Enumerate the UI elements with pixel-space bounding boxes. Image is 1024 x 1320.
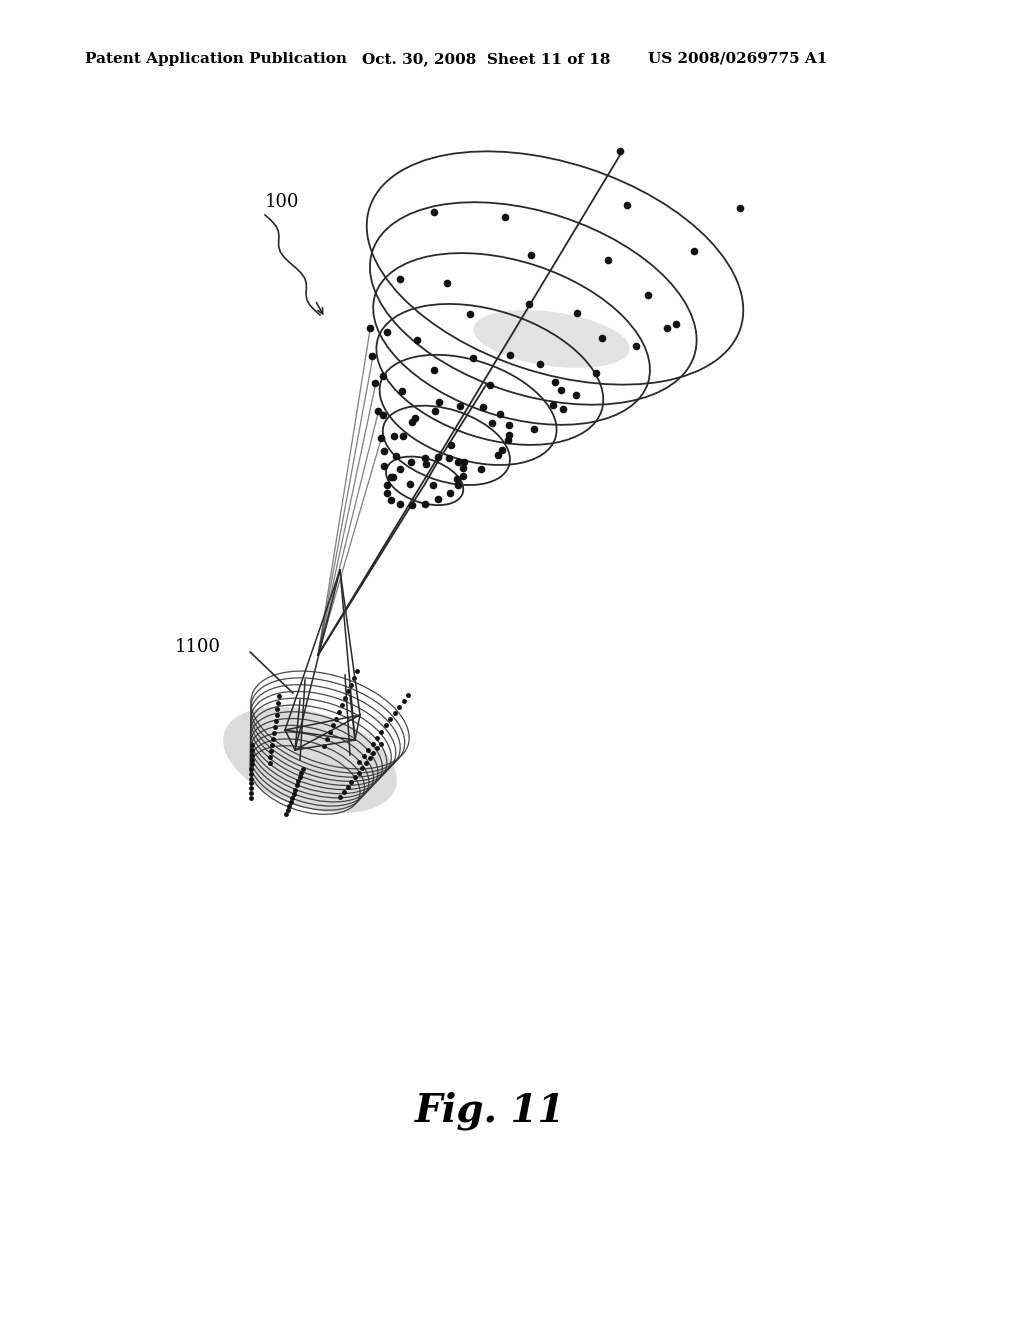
Text: 100: 100 <box>265 193 299 211</box>
Text: Patent Application Publication: Patent Application Publication <box>85 51 347 66</box>
Polygon shape <box>318 152 623 655</box>
Text: Fig. 11: Fig. 11 <box>415 1092 565 1130</box>
Text: US 2008/0269775 A1: US 2008/0269775 A1 <box>648 51 827 66</box>
Text: Oct. 30, 2008  Sheet 11 of 18: Oct. 30, 2008 Sheet 11 of 18 <box>362 51 610 66</box>
Polygon shape <box>318 152 623 655</box>
Ellipse shape <box>223 708 397 813</box>
Text: 1100: 1100 <box>175 638 221 656</box>
Ellipse shape <box>473 310 630 368</box>
